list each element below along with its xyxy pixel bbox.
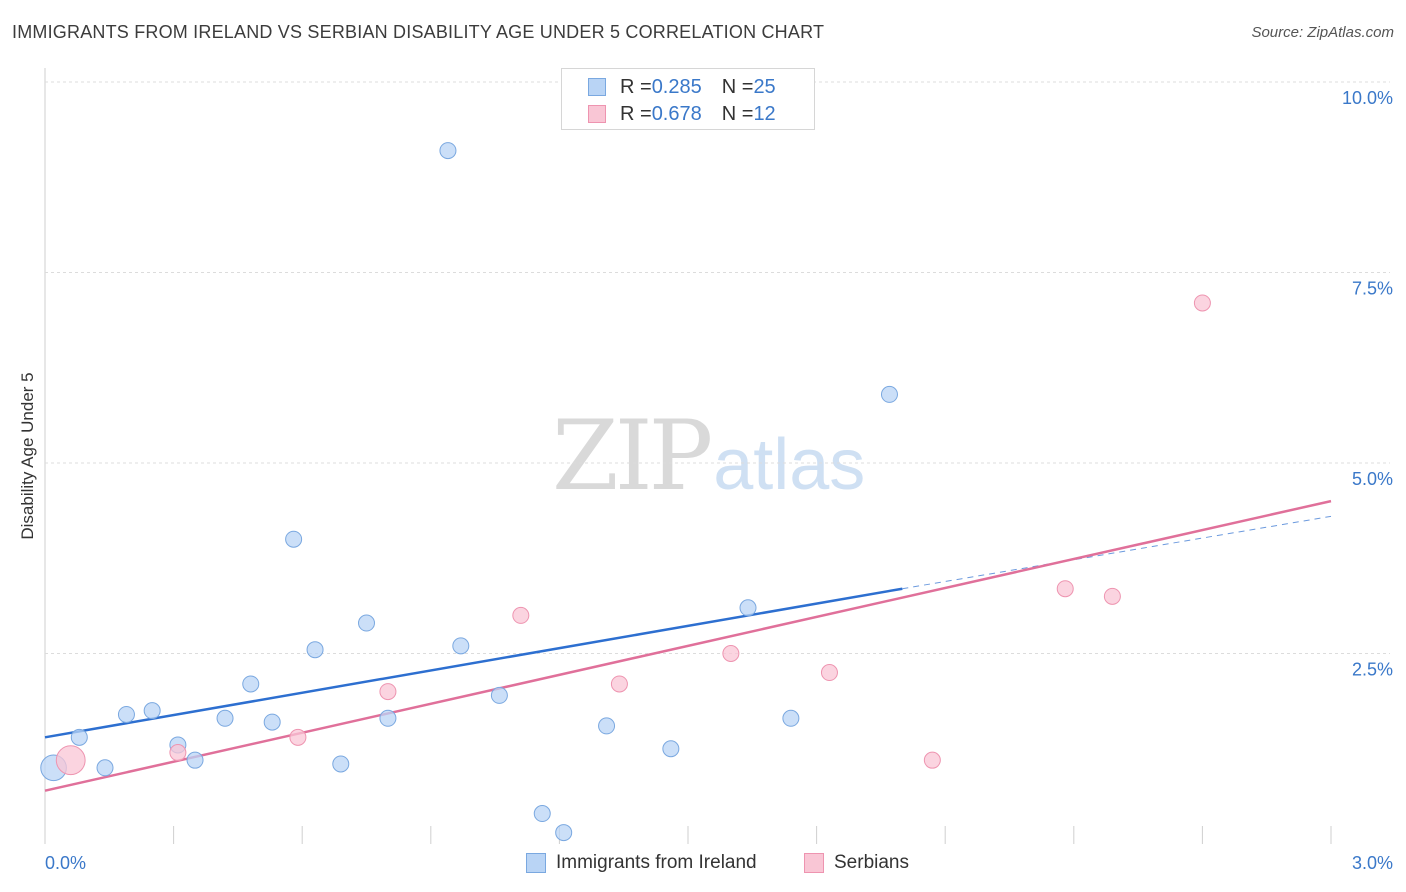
ireland-point: [533, 805, 551, 823]
ireland-point: [117, 705, 135, 723]
serbian-point: [512, 606, 530, 624]
serbian-point: [55, 745, 86, 776]
ireland-point: [782, 709, 800, 727]
ireland-swatch: [588, 78, 606, 96]
serbian-swatch: [588, 105, 606, 123]
ireland-point: [739, 599, 757, 617]
ireland-point: [598, 717, 616, 735]
serbian-point: [722, 645, 740, 662]
legend-label-serbian: Serbians: [834, 852, 909, 873]
legend-r-label: R =: [620, 75, 652, 98]
serbian-trend-line: [44, 499, 1332, 792]
ireland-point: [216, 709, 234, 727]
legend-r-value: 0.285: [651, 75, 702, 98]
ireland-point: [358, 614, 375, 632]
serbian-legend-swatch: [804, 853, 824, 873]
ireland-point: [555, 824, 573, 842]
correlation-legend: R = 0.285 N = 25 R = 0.678 N = 12: [561, 68, 815, 130]
ireland-point: [490, 686, 508, 704]
y-tick-label: 10.0%: [1342, 88, 1393, 108]
ireland-point: [332, 755, 350, 773]
x-tick-label: 0.0%: [45, 853, 86, 873]
ireland-point: [143, 702, 161, 720]
source-credit: Source: ZipAtlas.com: [1251, 24, 1394, 41]
ireland-point: [439, 142, 457, 160]
ireland-trend-line: [44, 587, 903, 739]
ireland-point: [285, 530, 303, 548]
ireland-point: [662, 740, 680, 758]
legend-row-serbian: R = 0.678 N = 12: [588, 102, 776, 126]
legend-n-value: 12: [753, 102, 776, 125]
ireland-point: [70, 728, 88, 746]
ireland-trend-extension: [902, 515, 1332, 590]
ireland-point: [263, 713, 281, 731]
serbian-point: [1193, 294, 1211, 312]
serbian-point: [379, 683, 397, 701]
ireland-point: [242, 675, 260, 693]
y-tick-label: 2.5%: [1352, 660, 1393, 680]
legend-n-value: 25: [753, 75, 776, 98]
serbian-point: [820, 664, 838, 682]
legend-item-serbian: Serbians: [804, 852, 909, 874]
legend-r-value: 0.678: [651, 102, 702, 125]
legend-n-label: N =: [721, 102, 754, 125]
ireland-point: [880, 385, 898, 403]
series-legend: Immigrants from Ireland Serbians: [0, 852, 1406, 878]
ireland-point: [379, 709, 397, 727]
chart-title: IMMIGRANTS FROM IRELAND VS SERBIAN DISAB…: [12, 22, 825, 42]
legend-item-ireland: Immigrants from Ireland: [526, 852, 757, 874]
serbian-point: [610, 675, 628, 693]
y-tick-label: 7.5%: [1352, 279, 1393, 299]
legend-n-label: N =: [721, 75, 754, 98]
serbian-point: [923, 751, 941, 769]
serbian-point: [1056, 580, 1074, 598]
ireland-point: [452, 637, 470, 655]
serbian-point: [169, 744, 187, 762]
ireland-point: [306, 641, 324, 659]
ireland-point: [96, 759, 114, 777]
ireland-legend-swatch: [526, 853, 546, 873]
y-tick-label: 5.0%: [1352, 469, 1393, 489]
ireland-point: [186, 751, 204, 769]
legend-r-label: R =: [620, 102, 652, 125]
serbian-point: [1103, 587, 1121, 605]
legend-label-ireland: Immigrants from Ireland: [556, 852, 757, 873]
serbian-point: [289, 728, 307, 746]
x-tick-label: 3.0%: [1352, 853, 1393, 873]
legend-row-ireland: R = 0.285 N = 25: [588, 75, 776, 99]
